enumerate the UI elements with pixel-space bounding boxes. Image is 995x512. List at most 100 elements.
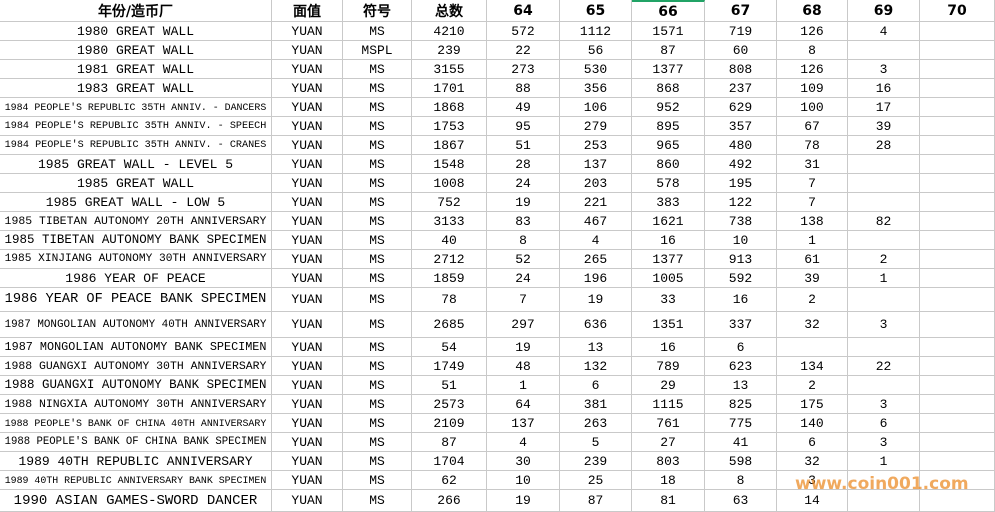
cell: 137: [560, 155, 632, 174]
cell: 138: [777, 212, 848, 231]
column-header: 面值: [272, 0, 343, 22]
cell: [848, 288, 920, 312]
cell: YUAN: [272, 41, 343, 60]
name-cell: 1981 GREAT WALL: [0, 60, 272, 79]
cell: 253: [560, 136, 632, 155]
cell: YUAN: [272, 79, 343, 98]
cell: YUAN: [272, 136, 343, 155]
cell: 100: [777, 98, 848, 117]
cell: 22: [487, 41, 560, 60]
name-cell: 1988 PEOPLE'S BANK OF CHINA 40TH ANNIVER…: [0, 414, 272, 433]
cell: YUAN: [272, 338, 343, 357]
cell: 19: [487, 193, 560, 212]
cell: 337: [705, 312, 777, 338]
name-cell: 1985 GREAT WALL: [0, 174, 272, 193]
cell: [920, 193, 995, 212]
cell: 825: [705, 395, 777, 414]
column-header: 69: [848, 0, 920, 22]
cell: [920, 174, 995, 193]
name-cell: 1986 YEAR OF PEACE: [0, 269, 272, 288]
cell: MS: [343, 136, 412, 155]
cell: 357: [705, 117, 777, 136]
cell: [920, 22, 995, 41]
cell: 381: [560, 395, 632, 414]
cell: [920, 212, 995, 231]
name-cell: 1984 PEOPLE'S REPUBLIC 35TH ANNIV. - SPE…: [0, 117, 272, 136]
cell: 39: [777, 269, 848, 288]
cell: MS: [343, 155, 412, 174]
cell: MS: [343, 395, 412, 414]
cell: [920, 136, 995, 155]
cell: [848, 174, 920, 193]
cell: 266: [412, 490, 487, 512]
cell: YUAN: [272, 231, 343, 250]
cell: 2712: [412, 250, 487, 269]
column-header: 符号: [343, 0, 412, 22]
cell: 1867: [412, 136, 487, 155]
cell: [920, 338, 995, 357]
cell: 868: [632, 79, 705, 98]
cell: 2573: [412, 395, 487, 414]
cell: [920, 312, 995, 338]
cell: MS: [343, 117, 412, 136]
cell: 7: [777, 193, 848, 212]
cell: MS: [343, 22, 412, 41]
cell: 895: [632, 117, 705, 136]
cell: 87: [560, 490, 632, 512]
cell: 137: [487, 414, 560, 433]
cell: 279: [560, 117, 632, 136]
name-cell: 1988 PEOPLE'S BANK OF CHINA BANK SPECIME…: [0, 433, 272, 452]
cell: [920, 376, 995, 395]
cell: [848, 471, 920, 490]
cell: 623: [705, 357, 777, 376]
cell: 592: [705, 269, 777, 288]
cell: 7: [777, 174, 848, 193]
column-header: 总数: [412, 0, 487, 22]
cell: 18: [632, 471, 705, 490]
cell: MS: [343, 174, 412, 193]
cell: 239: [560, 452, 632, 471]
cell: 1: [487, 376, 560, 395]
name-cell: 1985 GREAT WALL - LEVEL 5: [0, 155, 272, 174]
cell: MS: [343, 231, 412, 250]
cell: 175: [777, 395, 848, 414]
cell: YUAN: [272, 357, 343, 376]
cell: 32: [777, 312, 848, 338]
cell: 803: [632, 452, 705, 471]
name-cell: 1985 XINJIANG AUTONOMY 30TH ANNIVERSARY: [0, 250, 272, 269]
cell: YUAN: [272, 288, 343, 312]
cell: MS: [343, 250, 412, 269]
name-cell: 1988 NINGXIA AUTONOMY 30TH ANNIVERSARY: [0, 395, 272, 414]
cell: MS: [343, 433, 412, 452]
cell: 32: [777, 452, 848, 471]
cell: [920, 98, 995, 117]
cell: 25: [560, 471, 632, 490]
cell: 24: [487, 269, 560, 288]
cell: 761: [632, 414, 705, 433]
cell: 87: [412, 433, 487, 452]
cell: 4: [848, 22, 920, 41]
cell: 1: [848, 269, 920, 288]
name-cell: 1987 MONGOLIAN AUTONOMY BANK SPECIMEN: [0, 338, 272, 357]
cell: MS: [343, 269, 412, 288]
cell: YUAN: [272, 490, 343, 512]
cell: 13: [705, 376, 777, 395]
cell: [920, 79, 995, 98]
cell: 3: [848, 433, 920, 452]
cell: 134: [777, 357, 848, 376]
cell: YUAN: [272, 250, 343, 269]
cell: 24: [487, 174, 560, 193]
cell: 10: [487, 471, 560, 490]
cell: YUAN: [272, 98, 343, 117]
column-header: 65: [560, 0, 632, 22]
cell: 1548: [412, 155, 487, 174]
cell: MS: [343, 357, 412, 376]
cell: 273: [487, 60, 560, 79]
cell: 203: [560, 174, 632, 193]
cell: 860: [632, 155, 705, 174]
cell: MS: [343, 414, 412, 433]
cell: 1112: [560, 22, 632, 41]
cell: 3: [848, 60, 920, 79]
